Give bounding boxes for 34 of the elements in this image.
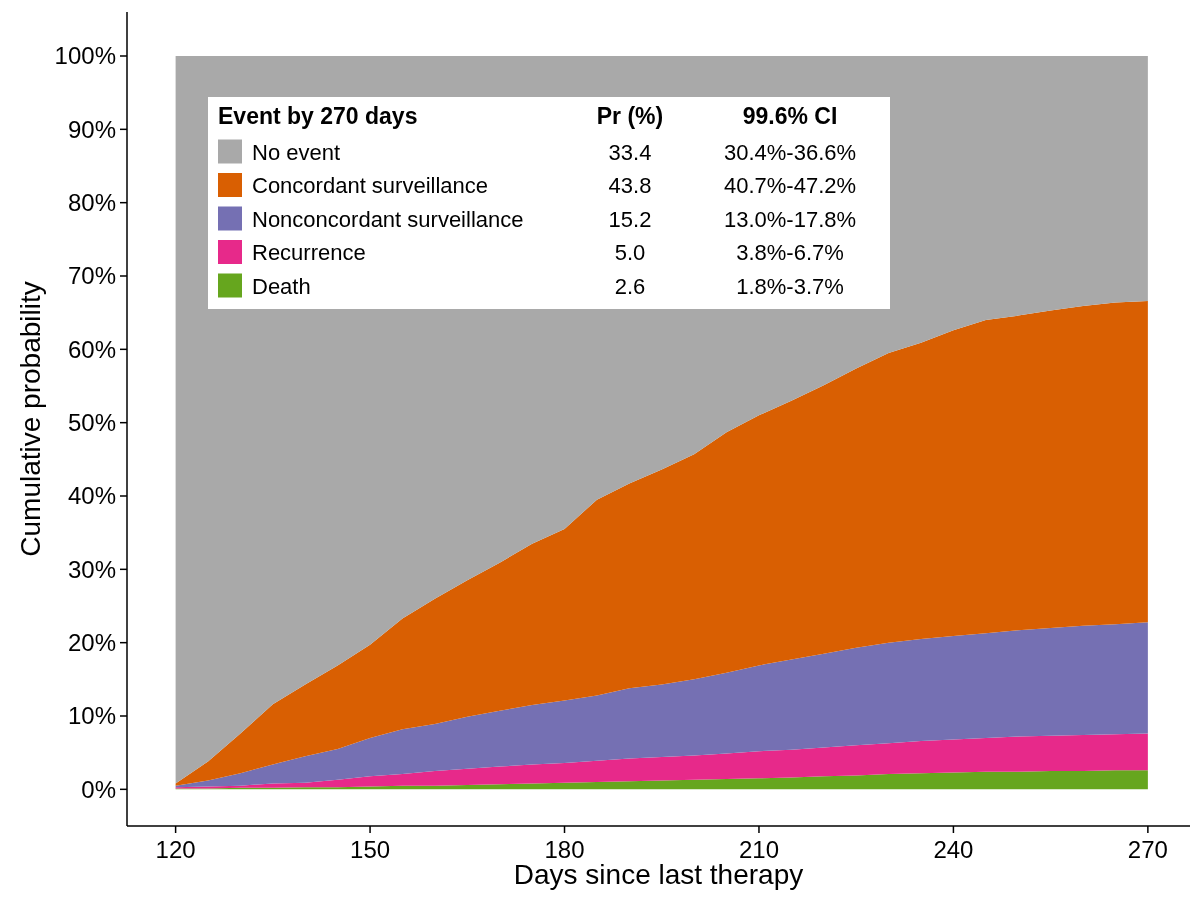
- y-tick-label: 100%: [54, 42, 116, 70]
- y-tick-label: 0%: [81, 775, 116, 803]
- x-tick-label: 240: [933, 836, 974, 863]
- y-tick-label: 40%: [67, 482, 116, 510]
- y-tick-label: 10%: [67, 702, 116, 730]
- annotation: 33.4: [608, 139, 652, 165]
- y-axis-title: Cumulative probability: [15, 281, 46, 557]
- annotation: 1.8%-3.7%: [736, 273, 844, 299]
- legend-label: Nonconcordant surveillance: [252, 206, 524, 232]
- annotation: Pr (%): [596, 103, 664, 129]
- annotation: 99.6% CI: [742, 103, 838, 129]
- y-tick-label: 20%: [67, 629, 116, 657]
- annotation: 5.0: [614, 240, 646, 265]
- annotation: 15.2: [608, 206, 652, 232]
- legend-label: Death: [252, 273, 311, 299]
- annotation: 43.8: [608, 173, 652, 198]
- annotation: 2.6: [614, 273, 646, 299]
- y-tick-label: 90%: [67, 115, 116, 143]
- y-tick-label: 60%: [67, 335, 116, 363]
- x-tick-label: 150: [350, 836, 391, 863]
- y-tick-label: 50%: [67, 409, 116, 437]
- annotation: 40.7%-47.2%: [723, 173, 857, 198]
- legend-label: Recurrence: [252, 240, 366, 265]
- annotation: 3.8%-6.7%: [736, 240, 844, 265]
- y-tick-label: 30%: [67, 555, 116, 583]
- annotation: 13.0%-17.8%: [723, 206, 857, 232]
- x-tick-label: 270: [1127, 836, 1168, 863]
- legend-label: No event: [252, 139, 341, 165]
- y-tick-label: 70%: [67, 262, 116, 290]
- legend-label: Concordant surveillance: [252, 173, 489, 198]
- x-tick-label: 120: [155, 836, 196, 863]
- annotation: 30.4%-36.6%: [723, 139, 857, 165]
- legend-title: Event by 270 days: [218, 103, 418, 129]
- y-tick-label: 80%: [67, 189, 116, 217]
